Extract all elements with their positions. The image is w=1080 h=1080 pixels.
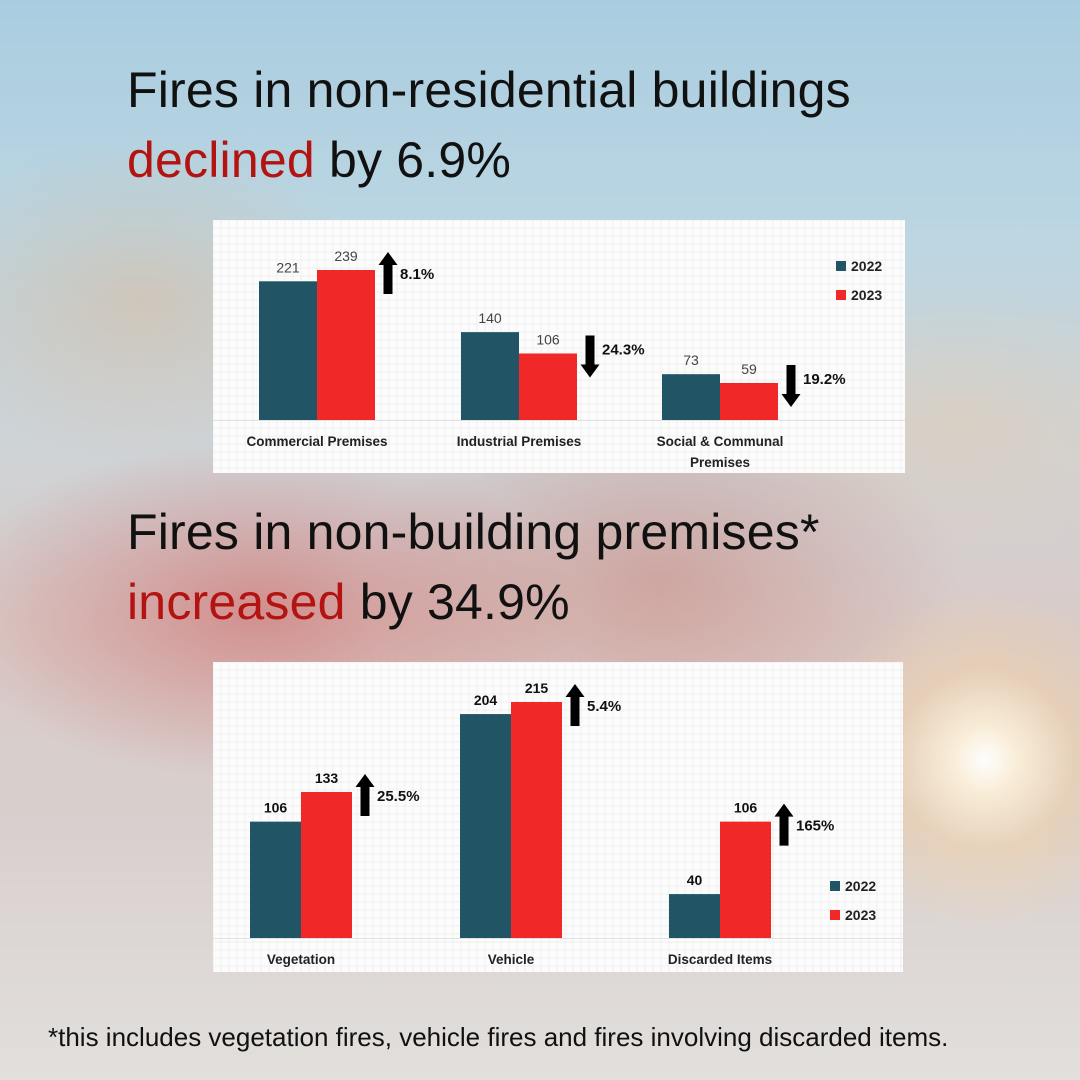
bar-2022 [250,821,301,938]
bar-2022 [662,374,720,420]
category-label: Vegetation [267,952,335,967]
legend-swatch [836,261,846,271]
legend-label: 2022 [845,878,876,894]
legend-label: 2023 [851,287,882,303]
data-label-2022: 40 [687,872,703,888]
change-label: 19.2% [803,371,846,388]
category-label: Vehicle [488,952,535,967]
up-arrow-icon [378,252,398,294]
up-arrow-icon [355,774,375,817]
footnote: *this includes vegetation fires, vehicle… [48,1022,949,1052]
bar-2023 [519,353,577,420]
bar-2022 [259,281,317,420]
up-arrow-icon [774,803,794,846]
legend-swatch [830,910,840,920]
data-label-2022: 106 [264,800,288,816]
bar-2022 [669,894,720,938]
data-label-2023: 133 [315,770,339,786]
data-label-2023: 239 [334,248,358,264]
data-label-2023: 59 [741,361,757,377]
change-label: 5.4% [587,698,621,715]
chart-1-svg: 221 239 8.1% Commercial Premises 140 106 24.3%… [213,220,905,473]
bar-2023 [511,702,562,938]
headline-2-highlight: increased [127,574,346,630]
bar-2023 [720,821,771,938]
headline-non-residential: Fires in non-residential buildings decli… [127,55,851,195]
chart-non-residential: 221 239 8.1% Commercial Premises 140 106 24.3%… [213,220,905,473]
bar-2023 [720,382,778,420]
legend-label: 2022 [851,258,882,274]
chart-2-svg: 106 133 25.5% Vegetation 204 215 5.4% Vehicle 40… [213,662,903,972]
data-label-2023: 106 [536,331,560,347]
category-label: Industrial Premises [457,434,582,449]
change-label: 24.3% [602,341,645,358]
data-label-2022: 204 [474,692,498,708]
data-label-2023: 215 [525,680,549,696]
data-label-2022: 73 [683,352,699,368]
category-label: Social & Communal [657,434,784,449]
bar-2022 [460,714,511,938]
headline-non-building: Fires in non-building premises* increase… [127,497,820,637]
down-arrow-icon [781,364,801,407]
data-label-2022: 140 [478,310,502,326]
headline-1-suffix: by 6.9% [314,132,512,188]
headline-2-text: Fires in non-building premises* [127,504,820,560]
change-label: 25.5% [377,788,420,805]
bar-2023 [317,270,375,420]
category-label: Discarded Items [668,952,772,967]
data-label-2022: 221 [276,259,300,275]
down-arrow-icon [580,335,600,378]
category-label: Commercial Premises [246,434,387,449]
headline-2-suffix: by 34.9% [345,574,570,630]
bar-2022 [461,332,519,420]
legend-swatch [836,290,846,300]
bar-2023 [301,792,352,938]
legend-swatch [830,881,840,891]
change-label: 8.1% [400,266,434,283]
headline-1-text: Fires in non-residential buildings [127,62,851,118]
legend-label: 2023 [845,907,876,923]
change-label: 165% [796,818,834,835]
up-arrow-icon [565,684,585,726]
data-label-2023: 106 [734,800,758,816]
headline-1-highlight: declined [127,132,315,188]
category-label: Premises [690,455,750,470]
chart-non-building: 106 133 25.5% Vegetation 204 215 5.4% Vehicle 40… [213,662,903,972]
